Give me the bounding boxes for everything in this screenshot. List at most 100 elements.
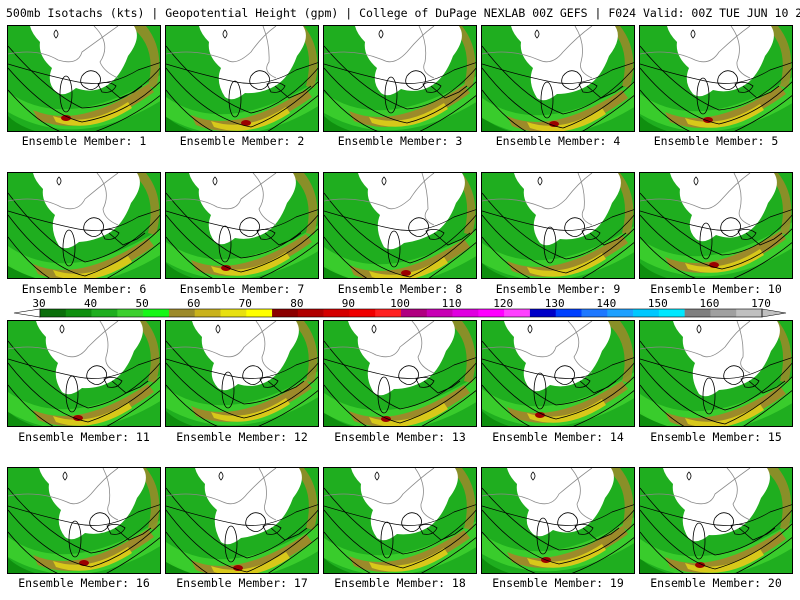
weak-wind-region <box>507 468 614 537</box>
height-contour <box>8 384 160 426</box>
island-outline <box>693 176 699 186</box>
wind-band-light <box>166 173 193 278</box>
border-line <box>640 504 792 526</box>
colorbar-label: 170 <box>751 297 771 310</box>
height-contour <box>324 340 476 410</box>
map-canvas <box>166 26 318 131</box>
height-contour <box>8 67 160 123</box>
jet-band-east <box>607 26 634 88</box>
colorbar-label: 140 <box>596 297 617 310</box>
great-lakes-outline <box>557 512 594 535</box>
border-line <box>324 209 476 231</box>
map-canvas <box>640 468 792 573</box>
map-canvas <box>166 321 318 426</box>
jet-band-east <box>131 173 160 235</box>
ensemble-member-label: Ensemble Member: 9 <box>495 282 621 296</box>
ensemble-member-map <box>481 172 635 279</box>
ensemble-member-map <box>481 467 635 574</box>
colorbar-swatch <box>323 309 350 317</box>
jet-band-yellow <box>53 256 132 278</box>
gray-contour <box>99 321 119 374</box>
wind-band-light <box>324 26 351 131</box>
gray-contour <box>324 468 435 505</box>
great-lakes-outline <box>398 365 435 388</box>
map-canvas <box>8 321 160 426</box>
great-lakes-outline <box>86 365 123 388</box>
colorbar-swatch <box>194 309 221 317</box>
height-contour <box>482 362 634 420</box>
colorbar-label: 130 <box>544 297 565 310</box>
ensemble-member-map <box>323 467 477 574</box>
island-outline <box>690 29 696 39</box>
jet-band-yellow <box>53 402 132 426</box>
ensemble-member-label: Ensemble Member: 10 <box>650 282 782 296</box>
map-canvas <box>482 26 634 131</box>
height-contour <box>324 192 476 264</box>
height-contour <box>640 45 792 111</box>
height-contour <box>482 89 634 131</box>
ensemble-member-label: Ensemble Member: 4 <box>495 134 621 148</box>
jet-band-yellow <box>369 257 448 278</box>
colorbar-swatch <box>529 309 557 317</box>
weak-wind-region <box>36 321 143 395</box>
height-contour <box>166 509 318 573</box>
gray-contour <box>730 26 751 79</box>
ensemble-member-map <box>481 320 635 427</box>
jet-band-olive <box>349 385 470 426</box>
map-canvas <box>8 173 160 278</box>
gray-contour <box>8 468 119 505</box>
closed-low-contour <box>543 226 557 264</box>
colorbar-swatch <box>272 309 299 317</box>
gray-contour <box>324 173 435 210</box>
gray-contour <box>640 26 751 63</box>
height-contour <box>166 236 318 278</box>
gray-contour <box>258 468 277 521</box>
height-contour <box>324 362 476 424</box>
island-outline <box>218 471 224 481</box>
great-lakes-outline <box>80 70 117 93</box>
height-contour <box>8 487 160 554</box>
height-contour <box>482 340 634 406</box>
gray-contour <box>8 173 119 210</box>
colorbar-label: 80 <box>290 297 304 310</box>
great-lakes-outline <box>405 70 442 93</box>
colorbar-swatch <box>401 309 428 317</box>
wind-band-light <box>324 468 351 573</box>
wind-band-light <box>640 26 667 131</box>
weak-wind-region <box>514 173 621 246</box>
jet-band-east <box>133 321 160 383</box>
great-lakes-outline <box>408 217 445 240</box>
colorbar-swatch <box>478 309 505 317</box>
height-contour <box>640 340 792 411</box>
ensemble-member-label: Ensemble Member: 13 <box>334 430 466 444</box>
jet-band-yellow <box>685 404 764 426</box>
height-contour <box>324 67 476 124</box>
great-lakes-outline <box>239 217 276 240</box>
island-outline <box>215 324 221 334</box>
ensemble-member-map <box>323 25 477 132</box>
gray-contour <box>255 321 277 374</box>
closed-low-contour <box>62 229 76 267</box>
wind-band-light <box>482 468 509 573</box>
height-contour <box>482 487 634 551</box>
ensemble-member-map <box>165 25 319 132</box>
jet-band-yellow <box>211 252 290 276</box>
ensemble-member-label: Ensemble Member: 2 <box>179 134 305 148</box>
wind-maximum <box>221 265 231 271</box>
border-line <box>8 209 160 231</box>
colorbar-label: 90 <box>341 297 356 310</box>
height-contour <box>166 214 318 273</box>
ensemble-member-label: Ensemble Member: 3 <box>337 134 463 148</box>
state-lines <box>270 527 308 541</box>
colorbar-label: 160 <box>699 297 720 310</box>
colorbar-swatch <box>220 309 247 317</box>
ensemble-member-label: Ensemble Member: 14 <box>492 430 624 444</box>
state-lines <box>430 85 468 99</box>
weak-wind-region <box>504 321 611 392</box>
gray-contour <box>96 173 119 226</box>
jet-band-east <box>291 468 318 530</box>
height-contour <box>482 509 634 565</box>
ensemble-member-map <box>7 320 161 427</box>
height-contour <box>640 509 792 570</box>
gray-contour <box>570 468 593 521</box>
